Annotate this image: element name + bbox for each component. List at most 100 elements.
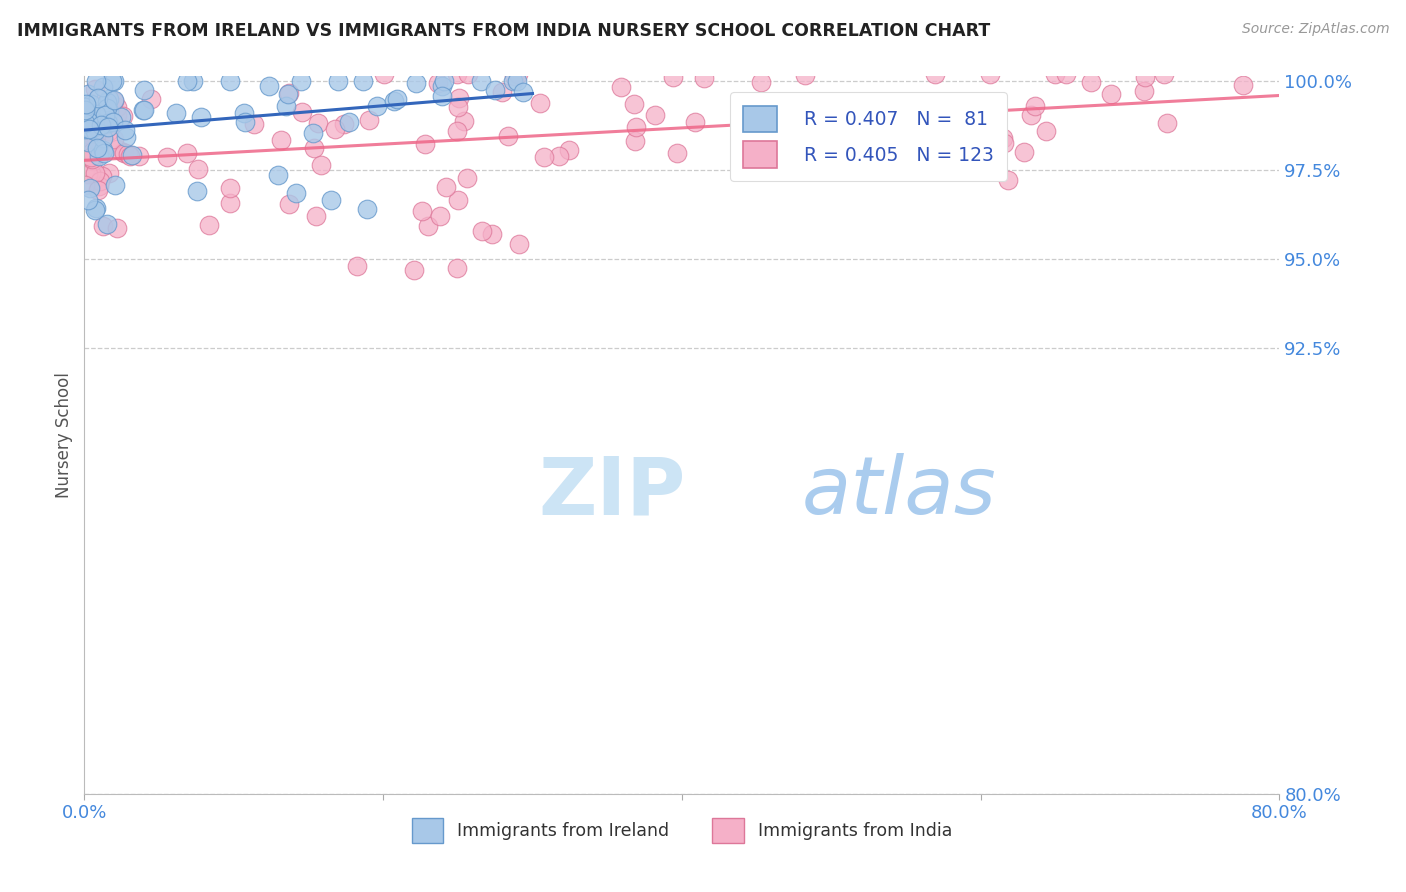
Point: [82, 153, 104, 168]
Point: [337, 115, 360, 129]
Text: IMMIGRANTS FROM IRELAND VS IMMIGRANTS FROM INDIA NURSERY SCHOOL CORRELATION CHAR: IMMIGRANTS FROM IRELAND VS IMMIGRANTS FR…: [17, 22, 990, 40]
Point: [1156, 116, 1178, 130]
Point: [80, 150, 103, 164]
Point: [626, 120, 648, 135]
Point: [980, 112, 1002, 127]
Point: [506, 67, 529, 81]
Point: [82, 136, 104, 151]
Text: ZIP: ZIP: [538, 453, 686, 532]
Point: [75, 116, 97, 130]
Point: [232, 106, 254, 120]
Point: [103, 93, 125, 107]
Point: [484, 83, 506, 97]
Point: [267, 168, 290, 182]
Point: [693, 70, 716, 85]
Point: [453, 114, 475, 128]
Point: [434, 179, 457, 194]
Text: Source: ZipAtlas.com: Source: ZipAtlas.com: [1241, 22, 1389, 37]
Point: [91, 219, 114, 234]
Point: [357, 112, 380, 127]
Point: [176, 74, 198, 88]
Point: [506, 74, 529, 88]
Point: [1043, 67, 1066, 81]
Point: [80, 152, 103, 166]
Point: [321, 193, 343, 207]
Point: [446, 124, 468, 138]
Point: [80, 166, 103, 180]
Point: [502, 70, 524, 84]
Point: [346, 260, 368, 274]
Point: [430, 79, 453, 94]
Point: [470, 74, 492, 88]
Point: [114, 123, 136, 137]
Legend: Immigrants from Ireland, Immigrants from India: Immigrants from Ireland, Immigrants from…: [405, 812, 959, 850]
Point: [302, 126, 325, 140]
Point: [1054, 67, 1077, 81]
Point: [382, 94, 405, 108]
Point: [118, 148, 141, 162]
Point: [529, 96, 551, 111]
Point: [1019, 108, 1042, 122]
Point: [333, 117, 356, 131]
Point: [456, 170, 478, 185]
Point: [1024, 99, 1046, 113]
Point: [77, 87, 100, 101]
Point: [77, 127, 100, 141]
Point: [96, 101, 118, 115]
Point: [87, 179, 110, 194]
Point: [508, 237, 530, 252]
Point: [98, 92, 121, 106]
Point: [80, 126, 103, 140]
Point: [89, 174, 111, 188]
Point: [1133, 70, 1156, 84]
Point: [533, 149, 555, 163]
Point: [547, 148, 569, 162]
Point: [76, 113, 98, 128]
Point: [558, 144, 581, 158]
Point: [134, 103, 156, 117]
Point: [991, 131, 1014, 145]
Point: [80, 112, 103, 126]
Point: [165, 105, 187, 120]
Point: [97, 115, 120, 129]
Point: [413, 137, 436, 152]
Point: [93, 108, 115, 122]
Point: [979, 67, 1001, 81]
Point: [84, 201, 107, 215]
Point: [93, 143, 115, 157]
Point: [83, 144, 105, 158]
Point: [79, 181, 101, 195]
Point: [83, 124, 105, 138]
Point: [75, 100, 97, 114]
Point: [186, 184, 208, 198]
Point: [447, 193, 470, 207]
Point: [804, 120, 827, 135]
Point: [84, 203, 107, 218]
Point: [1153, 67, 1175, 81]
Point: [110, 110, 132, 124]
Point: [104, 178, 127, 192]
Point: [233, 115, 256, 129]
Point: [89, 149, 111, 163]
Point: [80, 97, 103, 112]
Point: [427, 76, 450, 90]
Point: [155, 150, 177, 164]
Point: [75, 103, 97, 117]
Point: [731, 144, 754, 158]
Point: [82, 145, 104, 160]
Point: [77, 121, 100, 136]
Point: [307, 116, 329, 130]
Point: [993, 136, 1015, 151]
Point: [91, 79, 114, 94]
Point: [924, 67, 946, 81]
Point: [80, 136, 103, 150]
Point: [243, 117, 266, 131]
Point: [105, 108, 128, 122]
Point: [665, 146, 688, 161]
Point: [103, 114, 125, 128]
Point: [661, 70, 683, 85]
Point: [93, 131, 115, 145]
Point: [1012, 145, 1035, 160]
Point: [90, 115, 112, 129]
Point: [373, 67, 395, 81]
